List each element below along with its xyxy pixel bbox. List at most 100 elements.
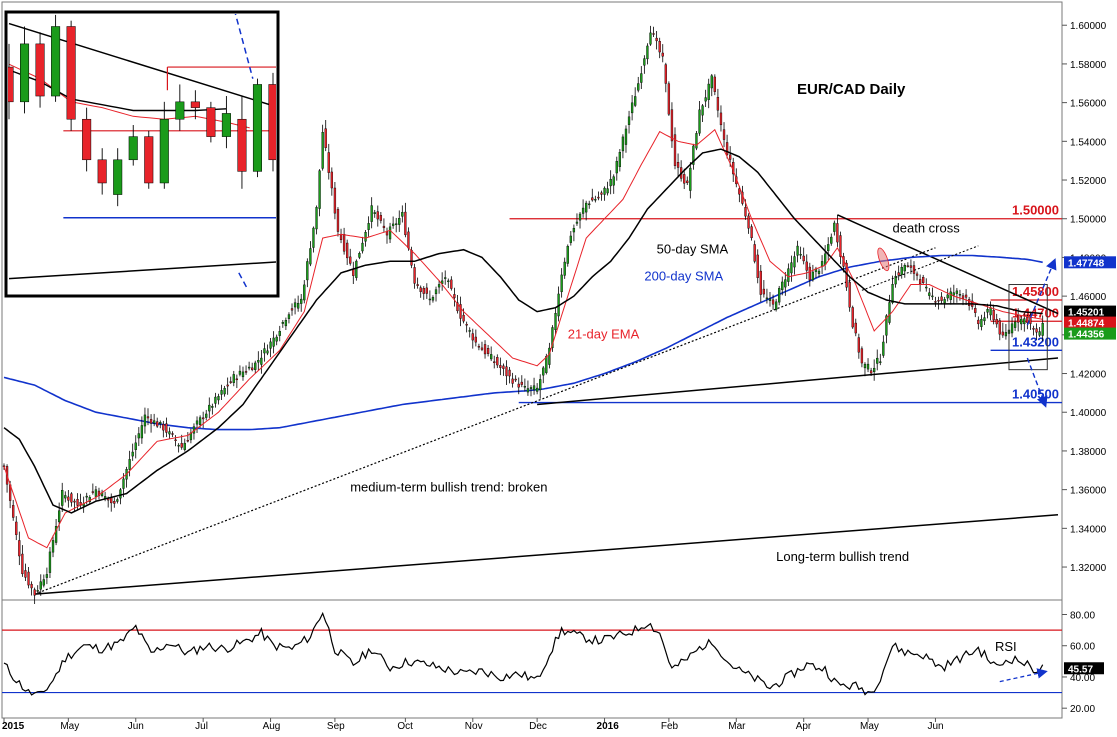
candle-body	[756, 254, 759, 278]
death-cross-marker	[877, 247, 890, 272]
candle-body	[490, 354, 493, 360]
candle-body	[342, 234, 346, 252]
candle-body	[876, 357, 879, 364]
candle-body	[869, 370, 873, 374]
candle-body	[272, 337, 275, 347]
candle-body	[140, 425, 144, 439]
x-tick-label: Mar	[728, 721, 746, 732]
candle-body	[578, 213, 582, 221]
ema21-line	[3, 128, 1043, 549]
candle-body	[152, 420, 156, 424]
candle-body	[879, 361, 882, 363]
candle-body	[1013, 321, 1017, 328]
candle-body	[156, 421, 159, 427]
candle-body	[128, 459, 131, 470]
candle-body	[830, 236, 833, 244]
trendline	[837, 214, 1059, 315]
candle-body	[539, 379, 542, 391]
candle-body	[462, 314, 465, 322]
candle-body	[385, 231, 389, 236]
candle-body	[618, 152, 622, 167]
rsi-tick-label: 40.00	[1070, 673, 1095, 684]
candle-body	[676, 162, 680, 168]
candle-body	[27, 571, 30, 586]
consolidation-box	[1008, 284, 1048, 371]
candle-body	[781, 281, 784, 290]
candle-body	[554, 313, 557, 331]
x-tick-label: Jun	[927, 721, 943, 732]
candle-body	[119, 489, 122, 499]
candle-body	[379, 215, 383, 221]
candle-body	[327, 152, 330, 173]
candle-body	[214, 396, 217, 404]
candle-body	[76, 498, 79, 506]
inset-candle-body	[35, 43, 45, 97]
x-tick-label: Oct	[397, 721, 413, 732]
candle-body	[110, 497, 113, 504]
candle-body	[649, 32, 652, 45]
candle-body	[946, 294, 949, 299]
candle-body	[790, 262, 793, 274]
x-tick-label: Feb	[661, 721, 679, 732]
candle-body	[440, 280, 444, 284]
candle-body	[21, 553, 24, 575]
sma50-line	[3, 148, 1043, 514]
price-badge-text: 1.45201	[1068, 308, 1105, 319]
candle-body	[900, 267, 903, 275]
candle-body	[1010, 323, 1014, 334]
candle-body	[324, 128, 327, 148]
candle-body	[909, 265, 913, 268]
price-badge-text: 1.47748	[1068, 258, 1105, 269]
candle-body	[318, 170, 321, 209]
candle-body	[992, 310, 995, 321]
candle-body	[447, 280, 450, 283]
candle-body	[729, 154, 732, 160]
candle-body	[51, 540, 55, 553]
candle-body	[961, 295, 965, 299]
candle-body	[983, 317, 986, 322]
y-tick-label: 1.42000	[1070, 370, 1107, 381]
inset-frame	[4, 10, 280, 298]
candle-body	[183, 442, 186, 450]
candle-body	[263, 348, 266, 354]
candle-body	[683, 174, 686, 184]
candle-body	[168, 431, 171, 435]
candle-body	[634, 96, 637, 106]
candle-body	[860, 348, 864, 364]
inset-candle-body	[66, 26, 76, 120]
candle-body	[891, 284, 894, 303]
candle-body	[952, 292, 955, 296]
candle-body	[787, 268, 790, 282]
candle-body	[42, 579, 45, 586]
candle-body	[1038, 331, 1041, 336]
inset-candle-body	[190, 101, 200, 108]
candle-body	[15, 521, 18, 535]
candle-body	[226, 384, 229, 387]
candle-body	[180, 443, 183, 448]
candle-body	[496, 357, 499, 366]
candle-body	[802, 255, 805, 262]
candle-body	[701, 105, 704, 116]
candle-body	[974, 308, 977, 313]
candle-body	[980, 319, 983, 327]
chart-title: EUR/CAD Daily	[797, 81, 906, 98]
candle-body	[526, 388, 530, 393]
inset-candle-body	[82, 118, 92, 161]
candle-body	[713, 76, 716, 92]
candle-body	[177, 444, 180, 447]
inset-candle-body	[206, 107, 216, 137]
rsi-current-text: 45.57	[1068, 664, 1093, 675]
candle-body	[410, 249, 413, 266]
candle-body	[281, 322, 284, 324]
level-label: 1.50000	[1012, 203, 1059, 218]
candle-body	[658, 41, 661, 53]
candle-body	[995, 318, 998, 325]
candle-body	[827, 244, 830, 252]
candle-body	[925, 286, 928, 289]
candle-body	[670, 109, 674, 142]
candle-body	[744, 207, 747, 217]
candle-body	[355, 260, 358, 278]
y-tick-label: 1.34000	[1070, 524, 1107, 535]
candle-body	[398, 218, 401, 225]
candle-body	[912, 265, 916, 274]
